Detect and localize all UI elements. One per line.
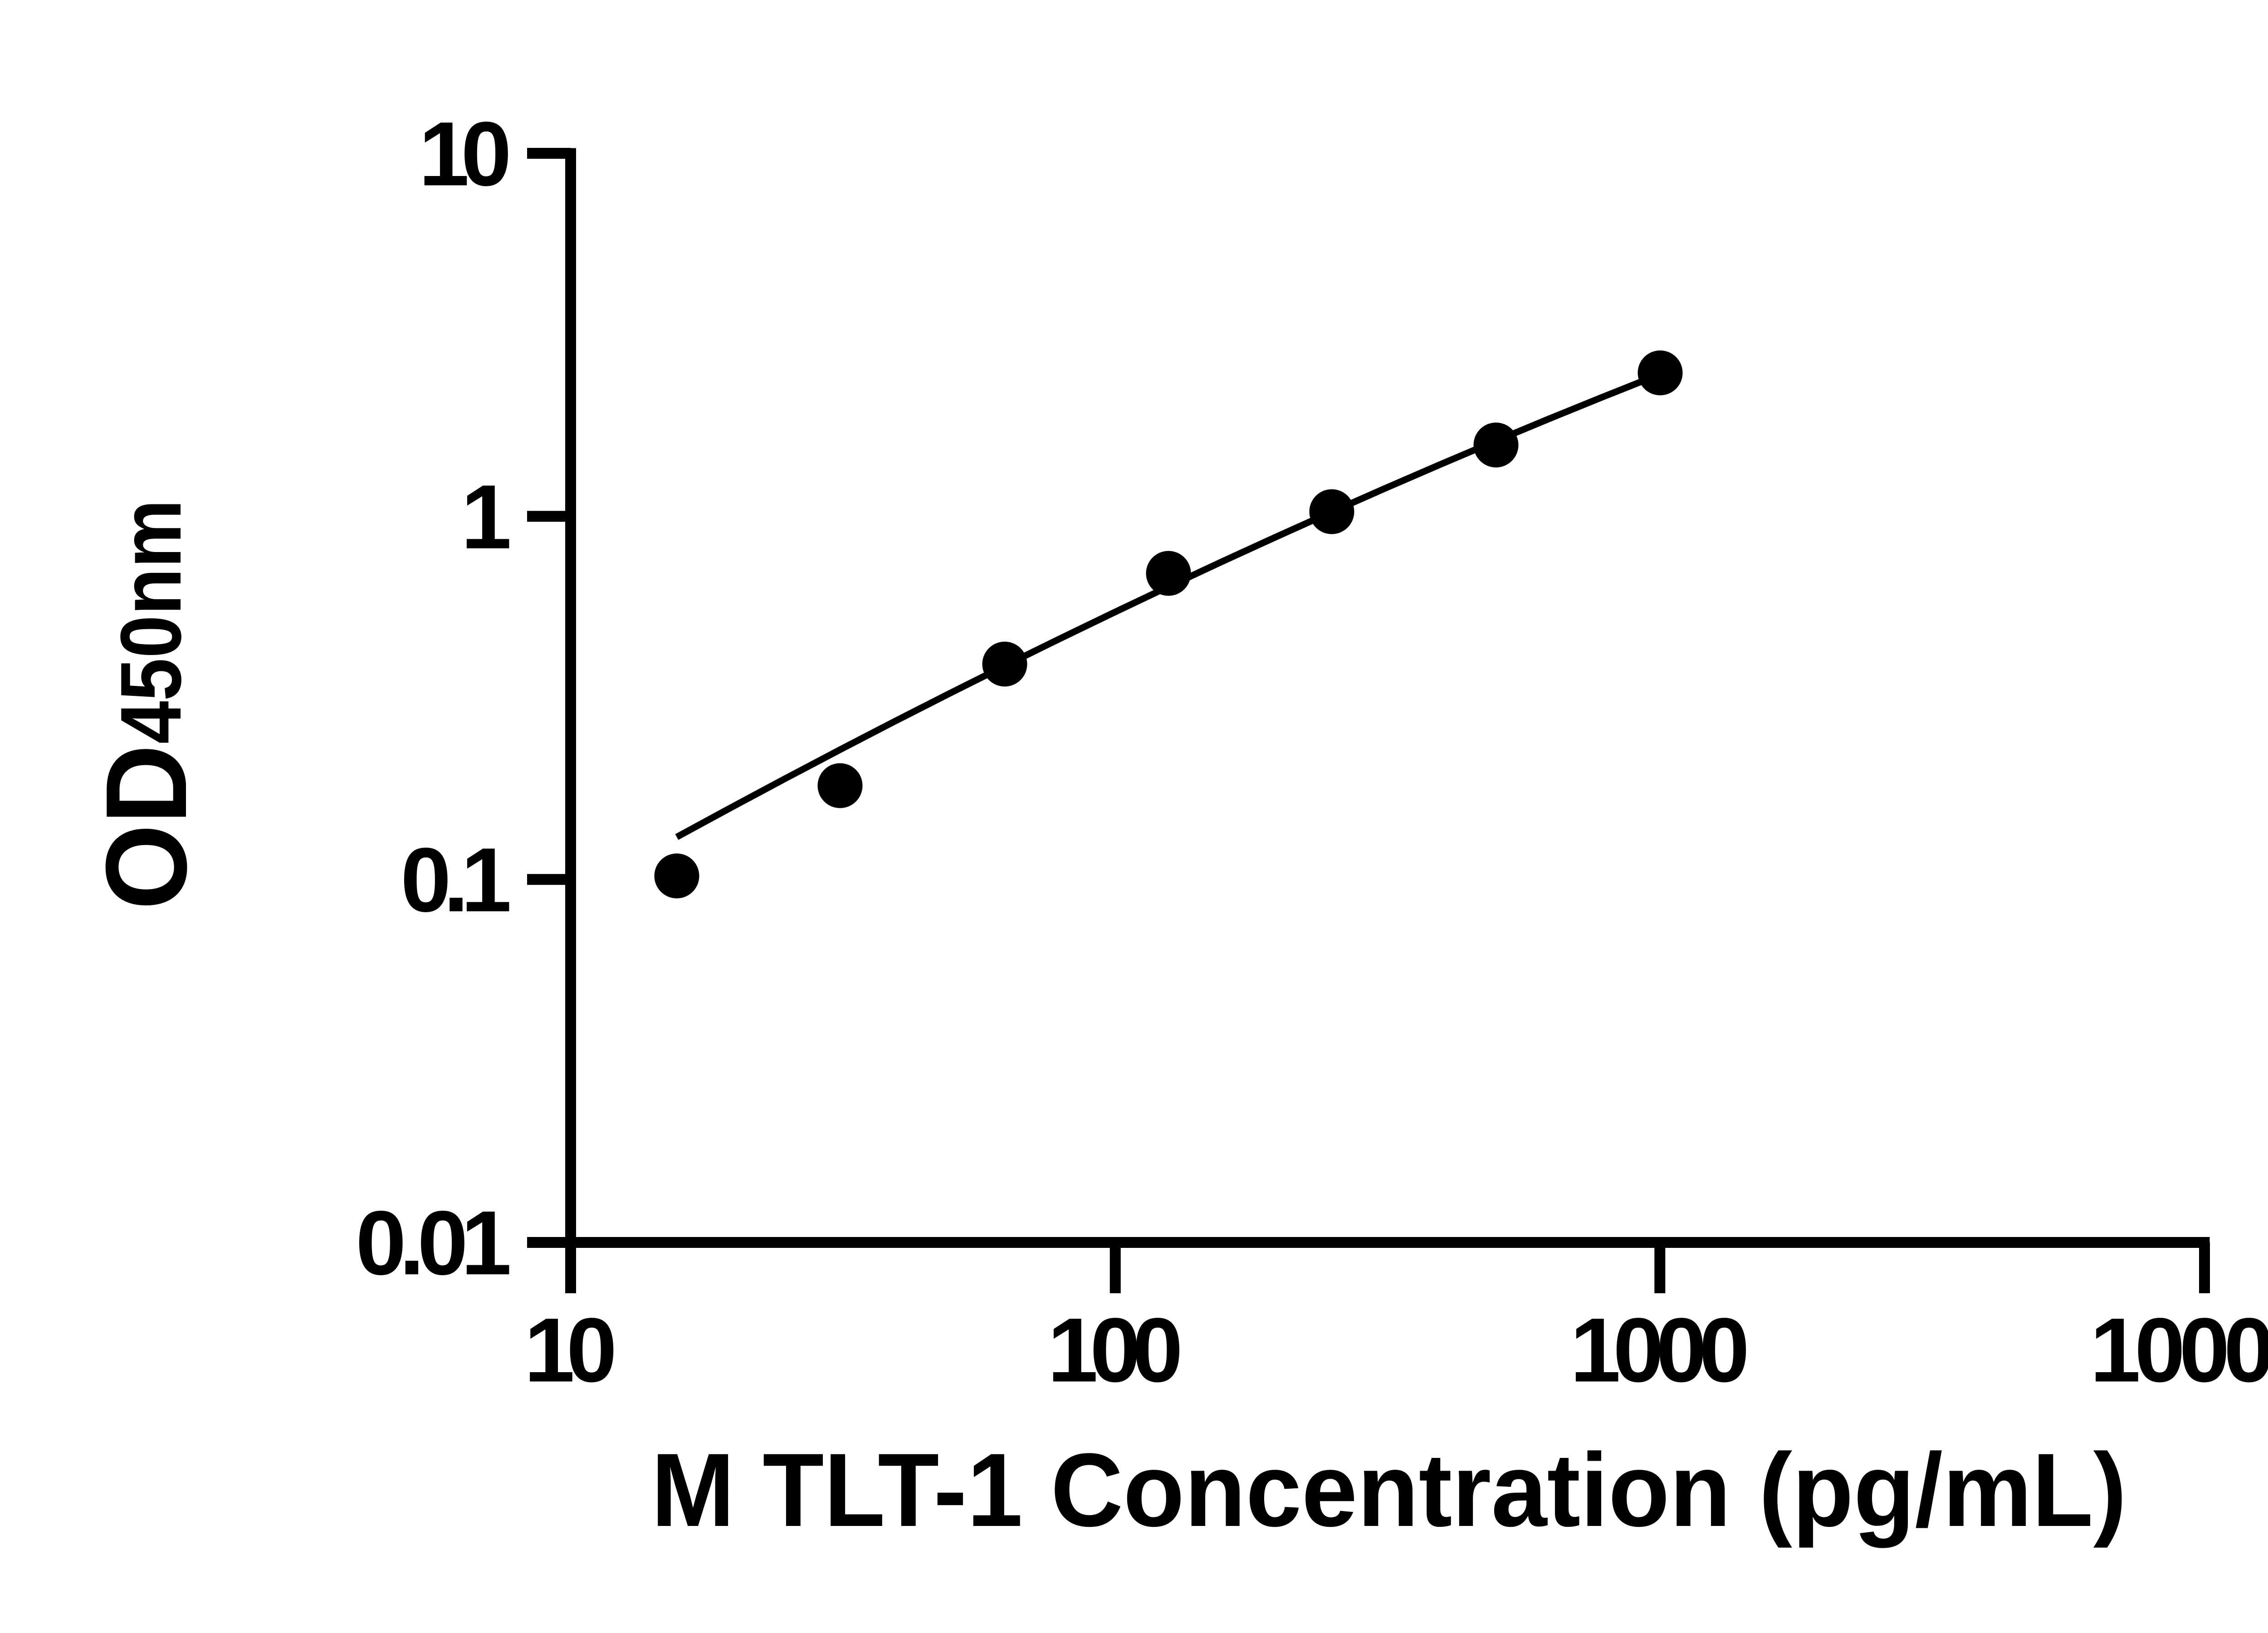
svg-text:10: 10 [524,1299,617,1401]
svg-text:M TLT-1 Concentration (pg/mL): M TLT-1 Concentration (pg/mL) [651,1432,2127,1548]
svg-text:1: 1 [461,466,512,568]
svg-text:0.1: 0.1 [401,829,512,931]
svg-text:100: 100 [1047,1299,1183,1401]
svg-text:450nm: 450nm [103,499,199,744]
svg-text:OD: OD [82,744,210,910]
svg-text:10000: 10000 [2090,1299,2268,1401]
svg-text:1000: 1000 [1570,1299,1750,1401]
svg-text:10: 10 [419,103,512,205]
svg-text:0.01: 0.01 [356,1192,512,1294]
